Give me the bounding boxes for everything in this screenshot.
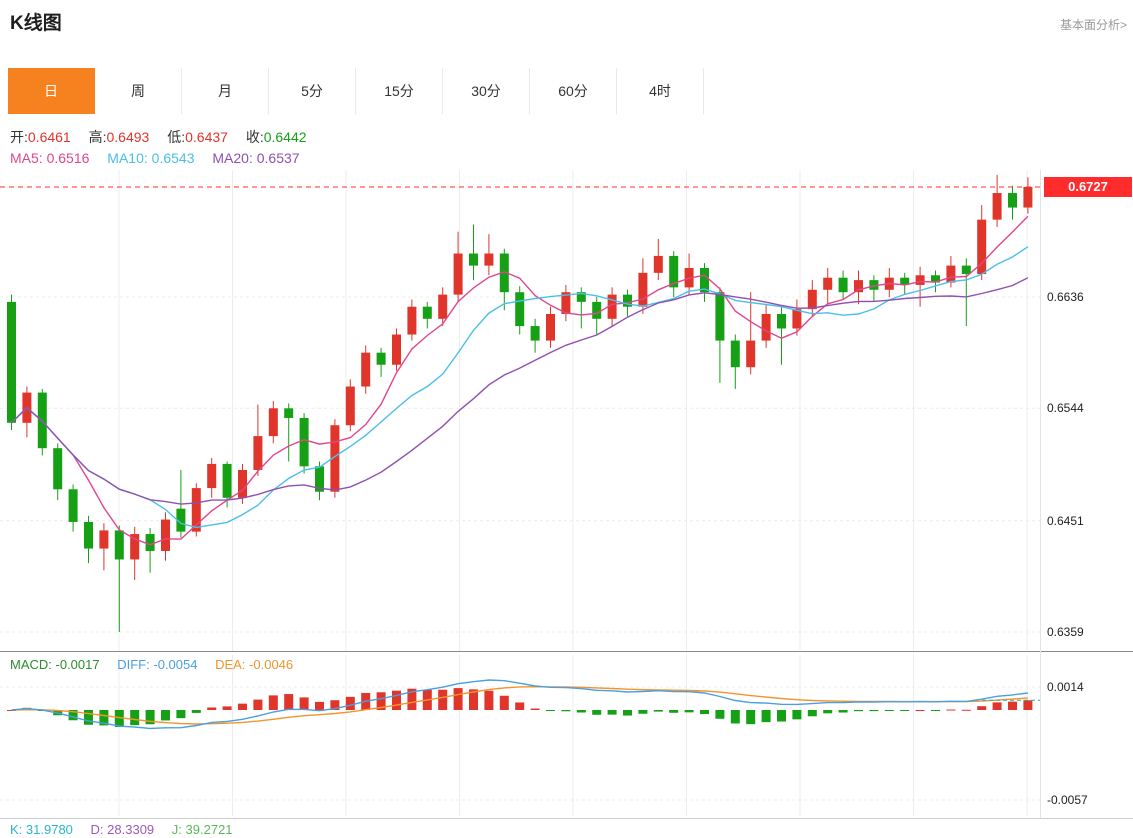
main-chart-divider bbox=[0, 651, 1133, 652]
kdj-k-label: K: bbox=[10, 822, 23, 837]
low-pair: 低:0.6437 bbox=[167, 129, 228, 145]
tab-日[interactable]: 日 bbox=[8, 68, 95, 114]
kdj-d-value: 28.3309 bbox=[107, 822, 155, 837]
ohlc-info-bar: 开:0.6461 高:0.6493 低:0.6437 收:0.6442 bbox=[10, 127, 321, 147]
price-axis-label: 0.6636 bbox=[1047, 290, 1084, 305]
macd-axis-label: 0.0014 bbox=[1047, 680, 1084, 694]
ma20-line bbox=[11, 277, 1029, 505]
axis-divider bbox=[1040, 170, 1041, 818]
dea-value: -0.0046 bbox=[249, 657, 294, 672]
ma10-line bbox=[11, 246, 1029, 529]
current-price-tag: 0.6727 bbox=[1044, 177, 1132, 197]
dea-label: DEA: bbox=[215, 657, 246, 672]
ma20-label: MA20: bbox=[212, 150, 253, 166]
high-label: 高: bbox=[88, 129, 107, 145]
diff-label: DIFF: bbox=[117, 657, 150, 672]
price-axis-label: 0.6359 bbox=[1047, 625, 1084, 639]
kdj-d-pair: D: 28.3309 bbox=[91, 822, 155, 837]
close-label: 收: bbox=[245, 129, 264, 145]
kdj-j-value: 39.2721 bbox=[185, 822, 233, 837]
main-grid bbox=[0, 170, 1040, 652]
fundamental-analysis-link[interactable]: 基本面分析> bbox=[1059, 18, 1127, 32]
kdj-j-pair: J: 39.2721 bbox=[172, 822, 233, 837]
tab-月[interactable]: 月 bbox=[182, 68, 269, 114]
macd-axis-label: -0.0057 bbox=[1047, 793, 1088, 807]
ma-info-bar: MA5: 0.6516 MA10: 0.6543 MA20: 0.6537 bbox=[10, 150, 314, 166]
low-label: 低: bbox=[167, 129, 186, 145]
open-label: 开: bbox=[10, 129, 28, 145]
macd-info-bar: MACD: -0.0017 DIFF: -0.0054 DEA: -0.0046 bbox=[10, 657, 307, 672]
ma10-label: MA10: bbox=[107, 150, 148, 166]
ma10-value: 0.6543 bbox=[151, 150, 195, 166]
candlestick-chart[interactable] bbox=[0, 170, 1040, 652]
tab-4时[interactable]: 4时 bbox=[617, 68, 704, 114]
open-pair: 开:0.6461 bbox=[10, 129, 71, 145]
tab-周[interactable]: 周 bbox=[95, 68, 182, 114]
ma5-line bbox=[11, 215, 1029, 546]
diff-pair: DIFF: -0.0054 bbox=[117, 657, 197, 672]
macd-histogram bbox=[7, 688, 1033, 728]
tab-30分[interactable]: 30分 bbox=[443, 68, 530, 114]
kdj-info-bar: K: 31.9780 D: 28.3309 J: 39.2721 bbox=[10, 822, 247, 837]
timeframe-tabs: 日周月 5分 15分 30分 60分 4时 bbox=[8, 68, 704, 114]
open-value: 0.6461 bbox=[27, 129, 71, 145]
ma20-value: 0.6537 bbox=[256, 150, 300, 166]
price-axis-label: 0.6451 bbox=[1047, 513, 1084, 528]
ma20-pair: MA20: 0.6537 bbox=[212, 150, 299, 166]
macd-chart[interactable] bbox=[0, 655, 1040, 816]
close-pair: 收:0.6442 bbox=[246, 129, 307, 145]
kdj-k-value: 31.9780 bbox=[25, 822, 73, 837]
macd-label: MACD: bbox=[10, 657, 52, 672]
ma10-pair: MA10: 0.6543 bbox=[107, 150, 194, 166]
high-value: 0.6493 bbox=[106, 129, 150, 145]
kdj-divider bbox=[0, 818, 1133, 819]
tab-5分[interactable]: 5分 bbox=[269, 68, 356, 114]
close-value: 0.6442 bbox=[263, 129, 307, 145]
kdj-d-label: D: bbox=[90, 822, 104, 837]
diff-value: -0.0054 bbox=[153, 657, 198, 672]
page-title: K线图 bbox=[10, 13, 62, 34]
candles bbox=[7, 174, 1033, 632]
macd-pair: MACD: -0.0017 bbox=[10, 657, 100, 672]
price-axis-label: 0.6544 bbox=[1047, 401, 1084, 416]
low-value: 0.6437 bbox=[185, 129, 228, 145]
ma5-pair: MA5: 0.6516 bbox=[10, 150, 89, 166]
diff-line bbox=[11, 679, 1028, 730]
tab-15分[interactable]: 15分 bbox=[356, 68, 443, 114]
ma5-value: 0.6516 bbox=[46, 150, 90, 166]
kdj-j-label: J: bbox=[171, 822, 182, 837]
tab-60分[interactable]: 60分 bbox=[530, 68, 617, 114]
dea-pair: DEA: -0.0046 bbox=[215, 657, 293, 672]
kdj-k-pair: K: 31.9780 bbox=[10, 822, 73, 837]
macd-value: -0.0017 bbox=[55, 657, 100, 672]
high-pair: 高:0.6493 bbox=[89, 129, 150, 145]
macd-grid bbox=[0, 655, 1040, 816]
ma5-label: MA5: bbox=[10, 150, 43, 166]
